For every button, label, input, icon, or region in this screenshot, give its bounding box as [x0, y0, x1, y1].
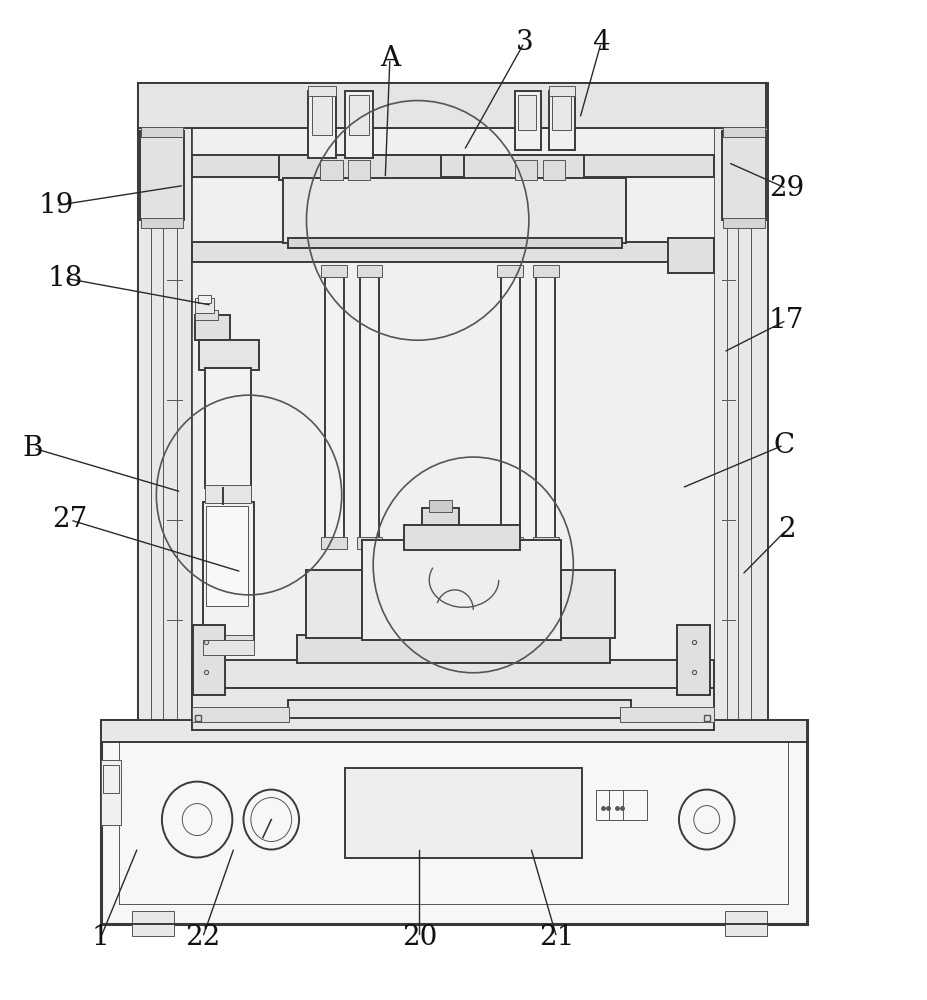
- Bar: [278, 155, 440, 180]
- Bar: [497, 265, 523, 277]
- Bar: [722, 127, 765, 137]
- Bar: [422, 508, 459, 543]
- Bar: [308, 91, 336, 158]
- Bar: [532, 265, 558, 277]
- Bar: [283, 178, 626, 243]
- Bar: [595, 790, 646, 820]
- Bar: [714, 83, 768, 730]
- Bar: [549, 86, 575, 96]
- Text: 1: 1: [92, 924, 109, 951]
- Bar: [362, 540, 561, 640]
- Bar: [356, 265, 382, 277]
- Bar: [552, 95, 570, 130]
- Bar: [514, 91, 540, 150]
- Bar: [725, 911, 767, 936]
- Bar: [345, 768, 581, 858]
- Text: 4: 4: [591, 29, 609, 56]
- Text: 19: 19: [39, 192, 74, 219]
- Bar: [403, 525, 519, 550]
- Bar: [532, 537, 558, 549]
- Bar: [206, 506, 248, 606]
- Bar: [306, 570, 362, 638]
- Bar: [324, 270, 343, 540]
- Bar: [514, 160, 537, 180]
- Bar: [542, 160, 565, 180]
- Bar: [356, 537, 382, 549]
- Bar: [101, 720, 806, 742]
- Bar: [191, 155, 714, 177]
- Bar: [138, 83, 766, 128]
- Bar: [204, 368, 250, 488]
- Bar: [321, 265, 347, 277]
- Text: 29: 29: [768, 175, 803, 202]
- Bar: [320, 160, 342, 180]
- Bar: [297, 635, 610, 663]
- Bar: [287, 700, 630, 718]
- Text: B: B: [23, 435, 44, 462]
- Text: 2: 2: [777, 516, 794, 543]
- Bar: [308, 86, 336, 96]
- Bar: [360, 270, 378, 540]
- Bar: [101, 760, 121, 825]
- Bar: [722, 218, 765, 228]
- Bar: [667, 238, 714, 273]
- Bar: [677, 625, 709, 695]
- Text: C: C: [772, 432, 794, 459]
- Bar: [348, 160, 370, 180]
- Bar: [428, 500, 451, 512]
- Text: 17: 17: [768, 307, 804, 334]
- Bar: [192, 635, 252, 655]
- Bar: [138, 83, 191, 730]
- Bar: [141, 218, 183, 228]
- Bar: [191, 128, 714, 730]
- Text: 22: 22: [184, 924, 220, 951]
- Bar: [191, 242, 714, 262]
- Bar: [311, 95, 332, 135]
- Text: 20: 20: [401, 924, 437, 951]
- Bar: [536, 270, 554, 540]
- Bar: [140, 131, 184, 220]
- Bar: [517, 95, 536, 130]
- Bar: [101, 720, 806, 924]
- Bar: [197, 295, 210, 303]
- Bar: [204, 485, 250, 503]
- Bar: [619, 707, 714, 722]
- Text: A: A: [379, 45, 400, 72]
- Bar: [721, 131, 766, 220]
- Bar: [501, 270, 519, 540]
- Bar: [321, 537, 347, 549]
- Bar: [192, 625, 224, 695]
- Bar: [202, 502, 253, 642]
- Bar: [195, 298, 213, 313]
- Bar: [345, 91, 373, 158]
- Bar: [138, 83, 766, 730]
- Bar: [287, 238, 621, 248]
- Bar: [191, 707, 288, 722]
- Bar: [202, 640, 253, 655]
- Bar: [191, 688, 714, 730]
- Text: 18: 18: [48, 265, 83, 292]
- Bar: [198, 340, 259, 370]
- Bar: [103, 765, 120, 793]
- Bar: [141, 127, 183, 137]
- Bar: [497, 537, 523, 549]
- Text: 27: 27: [53, 506, 88, 533]
- Bar: [191, 660, 714, 688]
- Text: 21: 21: [539, 924, 574, 951]
- Bar: [549, 91, 575, 150]
- Bar: [195, 310, 218, 320]
- Bar: [561, 570, 615, 638]
- Bar: [349, 95, 369, 135]
- Bar: [133, 911, 173, 936]
- Bar: [464, 155, 584, 180]
- Bar: [195, 315, 230, 340]
- Text: 3: 3: [514, 29, 532, 56]
